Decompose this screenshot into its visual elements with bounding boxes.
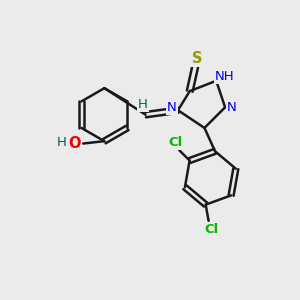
Text: H: H xyxy=(138,98,148,111)
Text: O: O xyxy=(68,136,81,151)
Text: NH: NH xyxy=(215,70,234,83)
Text: Cl: Cl xyxy=(204,223,219,236)
Text: S: S xyxy=(192,51,202,66)
Text: N: N xyxy=(167,101,177,114)
Text: N: N xyxy=(227,101,236,114)
Text: Cl: Cl xyxy=(169,136,183,148)
Text: H: H xyxy=(57,136,67,149)
